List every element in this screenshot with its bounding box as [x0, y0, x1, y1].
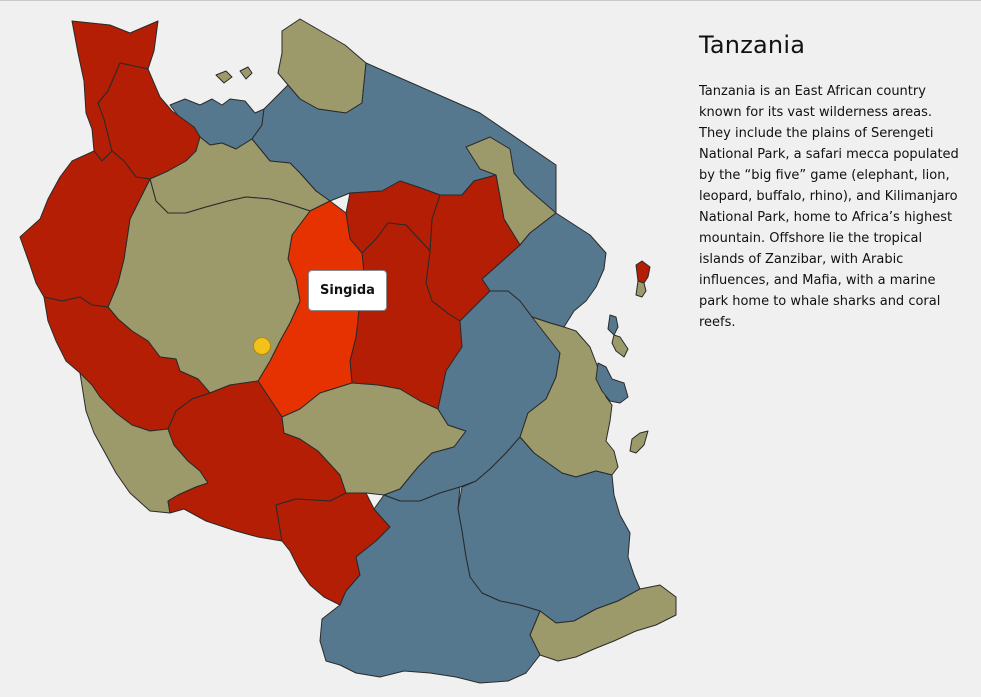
region-mafia[interactable] [629, 430, 649, 454]
region-zanzibar-south[interactable] [611, 334, 629, 358]
lake-island-2 [239, 66, 253, 80]
location-marker[interactable] [253, 337, 271, 355]
region-ruvuma[interactable] [319, 486, 541, 684]
country-description: Tanzania is an East African country know… [699, 84, 959, 330]
region-pwani[interactable] [519, 316, 619, 478]
lake-island-1 [215, 70, 233, 84]
country-title: Tanzania [699, 31, 806, 59]
region-pemba-north[interactable] [635, 260, 651, 284]
region-zanzibar-north[interactable] [607, 314, 619, 336]
region-mtwara[interactable] [529, 584, 677, 662]
region-pemba-south[interactable] [635, 280, 647, 298]
tooltip-label: Singida [320, 283, 375, 298]
info-panel: Tanzania Tanzania is an East African cou… [699, 31, 964, 333]
region-tooltip: Singida [308, 270, 387, 311]
region-dar-es-salaam[interactable] [595, 362, 629, 404]
tanzania-region-map[interactable] [0, 1, 690, 697]
